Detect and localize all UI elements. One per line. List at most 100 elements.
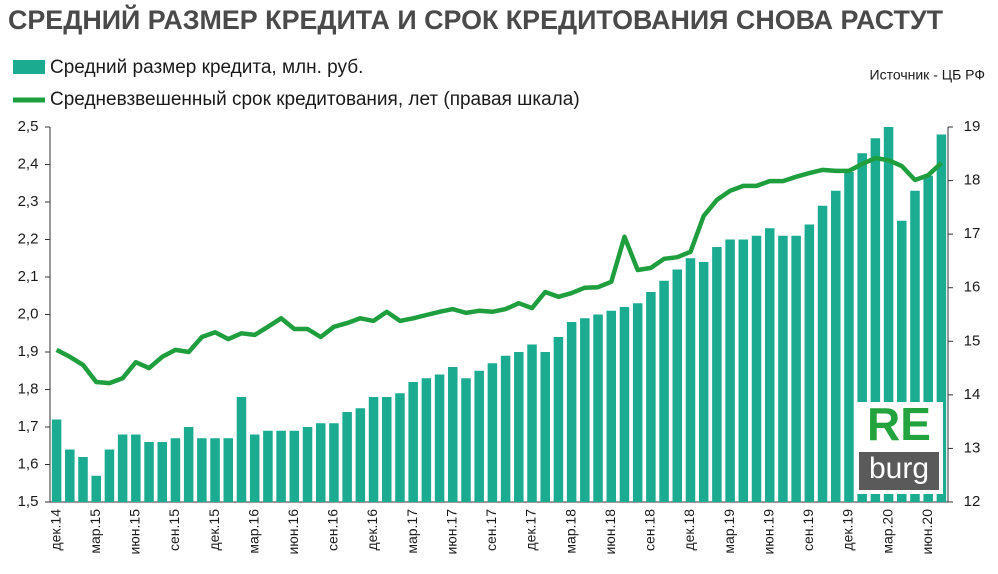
x-tick-label: дек.15 [206,509,222,551]
bar [157,442,168,502]
x-tick-label: сен.19 [800,509,816,551]
bar [144,442,154,502]
y-tick-label: 2,1 [18,268,39,285]
bar [289,430,300,502]
y-tick-label: 1,7 [18,418,39,435]
logo-text: RE [867,398,931,450]
bar [936,134,947,502]
bar [500,355,511,502]
bar [197,438,207,502]
x-tick-label: мар.16 [245,509,261,554]
bar [315,423,326,502]
bar [236,397,247,502]
y2-tick-label: 13 [964,439,981,456]
bar [91,475,101,502]
bar [368,397,379,502]
bar [553,337,564,502]
bar [593,314,603,502]
x-tick-label: июн.16 [285,509,301,555]
chart-title: СРЕДНИЙ РАЗМЕР КРЕДИТА И СРОК КРЕДИТОВАН… [8,4,943,35]
bar [712,247,722,502]
logo-text: burg [869,452,929,485]
y2-tick-label: 16 [964,279,981,296]
y-tick-label: 2,5 [18,118,39,135]
y-tick-label: 2,4 [18,155,39,172]
x-tick-label: дек.19 [840,509,856,551]
bar [897,220,907,502]
bar [302,427,313,502]
y-tick-label: 2,3 [18,193,39,210]
bar [131,434,141,502]
bar [540,352,550,502]
y-tick-label: 1,9 [18,343,39,360]
bar [764,228,775,502]
bar [923,175,933,502]
bar [580,318,590,502]
y2-tick-label: 19 [964,118,981,135]
line [55,155,943,386]
x-tick-label: мар.17 [404,509,420,554]
bar [183,427,194,502]
bar [448,367,458,502]
bar [223,438,234,502]
bar [408,382,418,502]
bar [104,449,115,502]
y-tick-label: 1,8 [18,380,39,397]
legend-label: Средний размер кредита, млн. руб. [50,57,363,78]
x-tick-label: дек.14 [47,509,63,551]
bar [381,397,392,502]
bar [619,307,630,502]
x-tick-label: июн.18 [602,509,618,555]
bar [249,434,260,502]
bar [263,430,273,502]
y2-tick-label: 15 [964,332,981,349]
bar [698,262,709,502]
bar [646,292,656,502]
bar [355,408,366,502]
x-tick-label: июн.15 [127,509,143,555]
x-tick-label: мар.20 [879,509,895,554]
bar [514,352,524,502]
x-tick-label: сен.16 [325,509,341,551]
bar [434,374,445,502]
bar [78,457,88,502]
logo: RE burg [855,398,943,494]
bar [844,172,854,502]
y2-tick-label: 12 [964,493,981,510]
bar [276,430,286,502]
x-tick-label: сен.15 [166,509,182,551]
y-tick-label: 1,6 [18,455,39,472]
y-tick-label: 1,5 [18,493,39,510]
bar [51,419,62,502]
source-note: Источник - ЦБ РФ [870,67,985,83]
y-tick-label: 2,0 [18,305,39,322]
x-tick-label: дек.17 [523,509,539,551]
y2-tick-label: 17 [964,225,981,242]
bar [566,322,577,502]
y2-tick-label: 18 [964,172,981,189]
x-tick-label: сен.18 [642,509,658,551]
bar [606,310,617,502]
x-tick-label: дек.16 [364,509,380,551]
bar [725,239,735,502]
bar [461,378,471,502]
bar [487,363,498,502]
logo-band [859,452,939,490]
y2-tick-label: 14 [964,386,981,403]
bar [659,280,669,502]
bar [883,127,894,502]
x-tick-label: дек.18 [681,509,697,551]
bar [870,138,881,502]
bar [632,303,643,502]
legend-label: Средневзвешенный срок кредитования, лет … [50,89,580,110]
bar [421,378,432,502]
bar [329,423,339,502]
legend-swatch [13,60,45,74]
x-tick-label: июн.20 [919,509,935,555]
x-tick-label: июн.17 [444,509,460,555]
bar [910,190,920,502]
bar [527,344,537,502]
x-tick-label: мар.19 [721,509,737,554]
x-tick-label: мар.18 [562,509,578,554]
